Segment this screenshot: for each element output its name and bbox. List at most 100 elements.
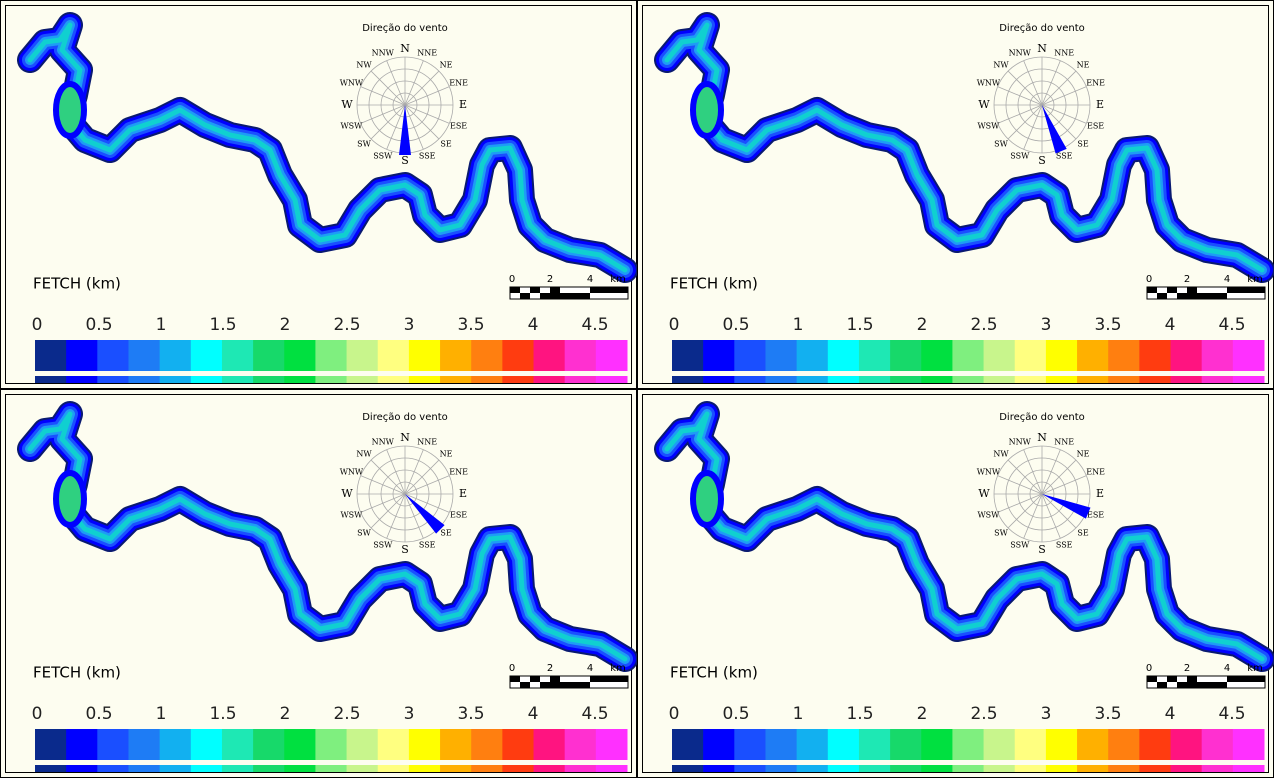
legend-strip xyxy=(827,765,860,772)
compass-label: WNW xyxy=(340,468,364,477)
scale-block xyxy=(1187,676,1197,682)
legend-swatch xyxy=(796,729,829,760)
legend-strip xyxy=(35,376,67,383)
legend-strip xyxy=(858,376,891,383)
legend-strip xyxy=(159,376,192,383)
legend-swatch xyxy=(890,729,922,760)
legend-strip xyxy=(440,376,472,383)
legend-tick: 4.5 xyxy=(1218,704,1245,724)
legend-tick: 2.5 xyxy=(970,315,997,335)
scale-label: 2 xyxy=(547,663,553,674)
legend-tick: 2 xyxy=(917,315,928,335)
compass-spoke xyxy=(1041,70,1077,106)
legend-swatch xyxy=(952,729,985,760)
legend-strip xyxy=(1045,376,1078,383)
legend-swatch xyxy=(221,340,254,371)
inner-frame xyxy=(5,394,632,773)
legend-swatch xyxy=(921,729,953,760)
compass-label: N xyxy=(1037,431,1047,444)
legend-strip xyxy=(983,376,1016,383)
compass-label: NE xyxy=(1077,449,1090,458)
scale-block xyxy=(1227,287,1265,293)
legend-swatch xyxy=(533,729,566,760)
legend-tick: 4 xyxy=(528,315,539,335)
compass-spoke xyxy=(997,493,1043,513)
legend-swatch xyxy=(734,340,766,371)
compass-label: NNW xyxy=(372,437,395,446)
scale-block xyxy=(590,676,628,682)
legend-swatch xyxy=(858,340,891,371)
legend-swatch xyxy=(1077,729,1109,760)
legend-strip xyxy=(1108,765,1140,772)
legend-tick: 3.5 xyxy=(1094,704,1121,724)
compass-label: SW xyxy=(994,140,1008,149)
wind-title: Direção do vento xyxy=(999,412,1085,423)
scale-block xyxy=(1187,287,1197,293)
legend-swatch xyxy=(703,340,735,371)
compass-spoke xyxy=(370,493,406,529)
legend-swatch xyxy=(221,729,254,760)
legend-strip xyxy=(765,765,798,772)
legend-strip xyxy=(221,376,254,383)
legend-strip xyxy=(952,376,985,383)
compass-label: E xyxy=(459,98,467,111)
compass-label: NNE xyxy=(417,437,437,446)
legend-swatch xyxy=(346,340,379,371)
compass-spoke xyxy=(370,104,406,140)
legend-swatch xyxy=(346,729,379,760)
compass-spoke xyxy=(1023,449,1043,495)
compass-label: NE xyxy=(440,449,453,458)
compass-spoke xyxy=(404,104,424,150)
legend-tick: 1.5 xyxy=(209,315,236,335)
scale-label: km xyxy=(1247,274,1263,285)
legend-strip xyxy=(921,376,953,383)
compass-spoke xyxy=(997,86,1043,106)
legend-swatch xyxy=(35,729,67,760)
legend-swatch xyxy=(1232,340,1265,371)
compass-label: NNW xyxy=(1009,48,1032,57)
legend-tick: 2 xyxy=(280,704,291,724)
legend-swatch xyxy=(66,340,98,371)
legend-strip xyxy=(952,765,985,772)
legend-tick: 2.5 xyxy=(333,315,360,335)
legend-swatch xyxy=(1108,340,1140,371)
scale-block xyxy=(510,287,520,293)
legend-strip xyxy=(315,376,348,383)
legend-swatch xyxy=(159,340,192,371)
compass-spoke xyxy=(1041,104,1077,140)
scale-block xyxy=(550,676,560,682)
compass-label: NW xyxy=(993,60,1009,69)
legend-tick: 2.5 xyxy=(970,704,997,724)
legend-strip xyxy=(796,376,829,383)
scale-label: 4 xyxy=(1224,274,1230,285)
legend-strip xyxy=(734,765,766,772)
scale-block xyxy=(530,287,540,293)
legend-tick: 3.5 xyxy=(457,315,484,335)
legend-swatch xyxy=(672,729,704,760)
legend-swatch xyxy=(1232,729,1265,760)
legend-tick: 4 xyxy=(1165,704,1176,724)
scale-label: km xyxy=(610,274,626,285)
compass-spoke xyxy=(386,104,406,150)
compass-spoke xyxy=(404,459,440,495)
legend-strip xyxy=(1077,376,1109,383)
legend-strip xyxy=(284,765,316,772)
compass-label: S xyxy=(401,543,409,556)
legend-tick: 1 xyxy=(793,315,804,335)
legend-strip xyxy=(734,376,766,383)
legend-strip xyxy=(315,765,348,772)
legend-swatch xyxy=(471,729,503,760)
compass-label: NE xyxy=(1077,60,1090,69)
legend-strip xyxy=(1232,376,1265,383)
legend-strip xyxy=(858,765,891,772)
compass-spoke xyxy=(404,104,450,124)
legend-tick: 2 xyxy=(917,704,928,724)
legend-swatch xyxy=(564,340,597,371)
scale-label: 4 xyxy=(587,663,593,674)
scale-block xyxy=(520,682,530,688)
legend-swatch xyxy=(765,340,798,371)
legend-tick: 3 xyxy=(404,315,415,335)
legend-strip xyxy=(159,765,192,772)
compass-label: SE xyxy=(1077,529,1088,538)
